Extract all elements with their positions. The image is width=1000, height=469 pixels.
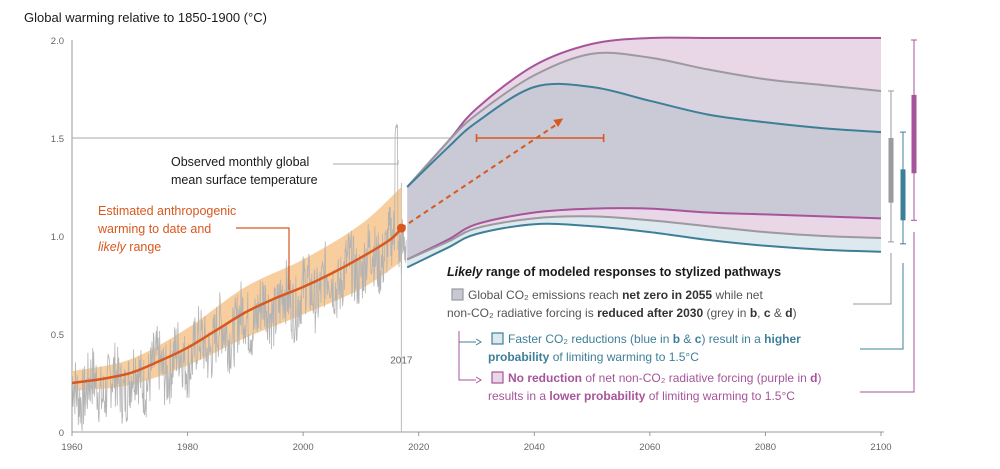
grey-upper-line [406,51,882,188]
legend-grey-l2d: b [750,306,757,320]
y-tick-label: 0 [59,428,64,439]
legend-purple-connector-arrow [475,376,482,384]
legend-blue-swatch [491,332,504,345]
purple-upper-line [406,36,881,188]
legend-purple-l1b: of net non-CO₂ radiative forcing (purple… [585,371,806,385]
legend-grey-l1a: Global CO₂ emissions reach [468,288,619,302]
legend-grey-l2e: , [757,306,760,320]
legend-grey-l2c: (grey in [706,306,746,320]
purple-lower-line [406,207,882,261]
anthropogenic-warming-line [71,227,403,385]
blue-legend-connector [860,263,904,350]
legend-purple-line2: results in a lower probability of limiti… [488,389,795,403]
legend-grey-l1b: net zero in 2055 [622,288,712,302]
legend-purple-l2b: lower probability [549,389,645,403]
purple-upper-band [407,37,881,187]
legend-grey-swatch [451,288,464,301]
legend-blue-l1e: ) result in a [701,332,761,346]
grey-box [888,138,894,203]
legend-blue-l1c: & [683,332,691,346]
grey-lower-line [406,215,882,261]
legend-heading-rest: range of modeled responses to stylized p… [486,265,781,279]
blue-lower-line [406,222,882,269]
anthro-leader [236,227,290,290]
legend-purple-l1c: d [810,371,817,385]
legend-blue-l1a: Faster CO₂ reductions (blue in [508,332,669,346]
y-tick-label: 0.5 [51,330,64,341]
y-ticks: 0 0.5 1.0 1.5 2.0 [51,36,64,439]
purple-lower-band [407,208,881,260]
legend-purple-swatch [491,371,504,384]
anthro-range: range [129,240,161,254]
blue-box [900,169,906,221]
grey-legend-connector [853,253,892,305]
extrapolated-arrow-head [553,118,564,128]
extrapolated-trend-arrow [400,122,559,229]
legend-blue-line2: probability of limiting warming to 1.5°C [488,350,699,364]
observed-label-line2: mean surface temperature [171,173,318,187]
x-tick-label: 2000 [293,442,314,453]
observed-label-line1: Observed monthly global [171,155,309,169]
observed-leader [333,160,399,165]
legend-heading-likely: Likely [447,265,483,279]
legend-grey-l2h: d [785,306,792,320]
anthro-label-line1: Estimated anthropogenic [98,204,236,218]
x-tick-label: 2100 [870,442,891,453]
purple-box [911,94,917,174]
legend-blue-l2a: probability [488,350,550,364]
legend-grey-line1: Global CO₂ emissions reach net zero in 2… [468,288,763,302]
x-tick-label: 1980 [177,442,198,453]
y-tick-label: 1.5 [51,134,64,145]
y-tick-label: 2.0 [51,36,64,47]
x-tick-label: 1960 [61,442,82,453]
x-tick-label: 2080 [755,442,776,453]
observed-monthly-temperature [71,123,407,432]
range-reach-1-5 [475,134,605,142]
right-summary-bars [888,39,917,245]
legend-purple-l1d: ) [817,371,821,385]
y-tick-label: 1.0 [51,232,64,243]
x-ticks: 1960 1980 2000 2020 2040 2060 2080 2100 [61,432,892,453]
x-tick-label: 2060 [639,442,660,453]
legend-purple-l1a: No reduction [508,371,582,385]
year-2017-label: 2017 [390,355,413,366]
legend-blue-l1b: b [673,332,680,346]
grey-upper-band [407,52,881,188]
anthro-label-line2: warming to date and [97,222,211,236]
legend-grey-l2a: non-CO₂ radiative forcing is [447,306,594,320]
legend-grey-l2i: ) [793,306,797,320]
legend-purple-line1: No reduction of net non-CO₂ radiative fo… [508,371,821,385]
legend-grey-line2: non-CO₂ radiative forcing is reduced aft… [447,306,797,320]
blue-upper-line [406,82,882,188]
legend-heading: Likely range of modeled responses to sty… [447,265,781,279]
legend-grey-l2b: reduced after 2030 [597,306,703,320]
anthro-label-line3: likely range [98,240,161,254]
legend-blue-l1d: c [695,332,702,346]
legend-blue-l2b: of limiting warming to 1.5°C [553,350,700,364]
legend-grey-l1c: while net [714,288,763,302]
grey-lower-band [407,216,881,268]
legend-blue-line1: Faster CO₂ reductions (blue in b & c) re… [508,332,801,346]
anthro-likely: likely [98,240,127,254]
legend-grey-l2f: c [764,306,771,320]
purple-legend-connector [860,232,915,393]
chart-title: Global warming relative to 1850-1900 (°C… [24,10,267,25]
legend-purple-l2a: results in a [488,389,546,403]
legend-purple-l2c: of limiting warming to 1.5°C [649,389,796,403]
x-tick-label: 2020 [408,442,429,453]
legend-blue-l1f: higher [764,332,801,346]
legend-blue-connector [458,331,476,343]
legend-blue-connector-arrow [475,338,482,346]
x-tick-label: 2040 [524,442,545,453]
legend-grey-l2g: & [774,306,782,320]
legend-purple-connector [458,331,476,381]
